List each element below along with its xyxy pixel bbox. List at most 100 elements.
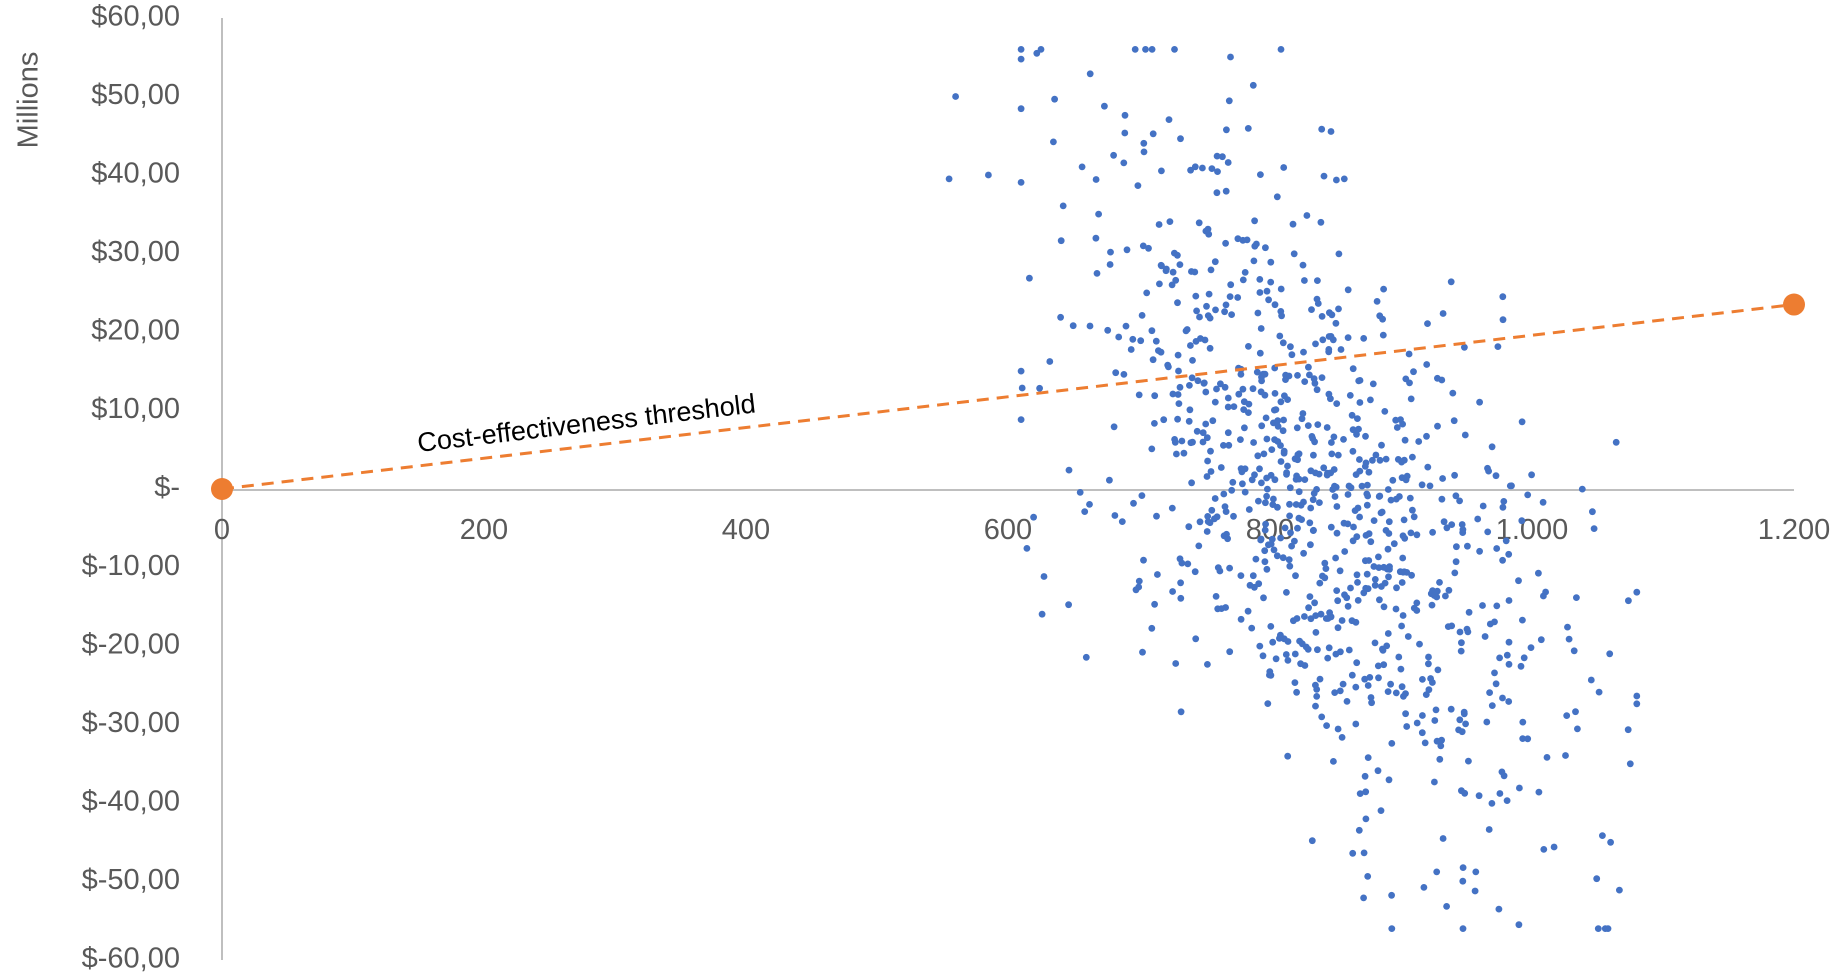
scatter-point xyxy=(1353,430,1360,438)
scatter-point xyxy=(1225,97,1233,105)
scatter-point xyxy=(1273,193,1281,201)
scatter-point xyxy=(1237,572,1245,579)
scatter-point xyxy=(1333,587,1341,594)
scatter-point xyxy=(1389,476,1397,484)
scatter-point xyxy=(1433,593,1441,601)
scatter-point xyxy=(1107,248,1114,256)
scatter-point xyxy=(1169,268,1177,276)
scatter-point xyxy=(1256,349,1264,357)
scatter-point xyxy=(1344,334,1352,341)
scatter-point xyxy=(1516,784,1523,792)
scatter-point xyxy=(1332,650,1340,658)
scatter-point xyxy=(1295,488,1303,496)
scatter-point xyxy=(1360,894,1367,902)
scatter-point xyxy=(1224,394,1232,402)
scatter-point xyxy=(1365,530,1373,538)
scatter-point xyxy=(1287,343,1294,351)
scatter-point xyxy=(1059,202,1067,210)
scatter-point xyxy=(1587,676,1595,684)
scatter-points xyxy=(945,46,1641,932)
scatter-point xyxy=(1217,380,1224,388)
scatter-point xyxy=(1203,302,1210,310)
scatter-point xyxy=(1255,580,1263,588)
scatter-point xyxy=(1279,427,1287,435)
scatter-point xyxy=(1284,396,1291,403)
scatter-point xyxy=(1356,377,1364,384)
scatter-point xyxy=(1488,800,1496,807)
scatter-point xyxy=(1178,437,1186,445)
y-tick-label: $60,00 xyxy=(91,1,180,33)
scatter-point xyxy=(1289,220,1297,228)
scatter-point xyxy=(1350,523,1357,531)
scatter-point xyxy=(1540,592,1547,600)
scatter-point xyxy=(1356,456,1363,463)
scatter-point xyxy=(1413,531,1421,539)
scatter-point xyxy=(1496,790,1504,797)
scatter-point xyxy=(1134,182,1142,190)
scatter-point xyxy=(1267,278,1275,286)
scatter-point xyxy=(1277,285,1285,293)
scatter-point xyxy=(1443,524,1451,532)
scatter-point xyxy=(1174,415,1181,423)
scatter-point xyxy=(1196,313,1203,321)
scatter-point xyxy=(1460,708,1468,716)
scatter-point xyxy=(1450,417,1458,425)
scatter-point xyxy=(1160,416,1168,424)
scatter-point xyxy=(1439,475,1446,482)
scatter-point xyxy=(1187,342,1194,349)
scatter-point xyxy=(1388,925,1396,932)
scatter-point xyxy=(1508,482,1515,490)
scatter-point xyxy=(1376,456,1384,464)
y-tick-label: $-60,00 xyxy=(82,943,180,975)
scatter-point xyxy=(1065,466,1073,474)
scatter-point xyxy=(1294,372,1301,379)
scatter-point xyxy=(1376,596,1383,604)
scatter-point xyxy=(1263,492,1270,500)
scatter-point xyxy=(1214,564,1222,571)
scatter-point xyxy=(1505,550,1513,558)
scatter-point xyxy=(1228,486,1236,494)
scatter-point xyxy=(1092,176,1100,183)
scatter-point xyxy=(1163,265,1170,273)
scatter-point xyxy=(1148,445,1156,453)
threshold-endpoint xyxy=(1783,293,1805,316)
scatter-point xyxy=(1166,218,1174,226)
scatter-point xyxy=(1344,602,1352,610)
scatter-point xyxy=(1291,650,1299,658)
scatter-point xyxy=(1421,739,1429,747)
scatter-point xyxy=(1404,633,1412,640)
scatter-point xyxy=(1528,471,1535,479)
scatter-point xyxy=(1305,363,1312,371)
x-tick-label: 600 xyxy=(984,514,1032,546)
scatter-point xyxy=(1239,385,1247,393)
scatter-point xyxy=(1327,523,1335,531)
scatter-point xyxy=(1206,314,1214,322)
scatter-point xyxy=(1336,567,1344,575)
scatter-point xyxy=(1211,495,1219,502)
scatter-point xyxy=(1298,415,1306,423)
scatter-point xyxy=(1203,528,1211,535)
scatter-point xyxy=(1115,333,1123,341)
scatter-point xyxy=(1348,671,1356,679)
scatter-point xyxy=(1393,424,1401,431)
scatter-point xyxy=(1106,261,1114,268)
scatter-point xyxy=(1312,612,1320,619)
scatter-point xyxy=(1366,674,1374,681)
scatter-point xyxy=(1213,152,1221,160)
scatter-point xyxy=(1282,376,1289,383)
scatter-point xyxy=(1387,680,1394,688)
scatter-point xyxy=(1139,648,1146,656)
scatter-point xyxy=(1076,489,1084,496)
scatter-point xyxy=(1222,187,1230,195)
scatter-point xyxy=(1385,530,1393,537)
scatter-point xyxy=(1426,482,1434,490)
scatter-point xyxy=(1458,639,1465,647)
scatter-point xyxy=(1420,884,1428,891)
scatter-point xyxy=(1439,835,1447,842)
y-tick-label: $-30,00 xyxy=(82,707,180,739)
scatter-point xyxy=(1253,368,1261,376)
scatter-point xyxy=(1436,755,1444,763)
scatter-point xyxy=(1293,688,1300,696)
scatter-point xyxy=(1131,46,1139,53)
